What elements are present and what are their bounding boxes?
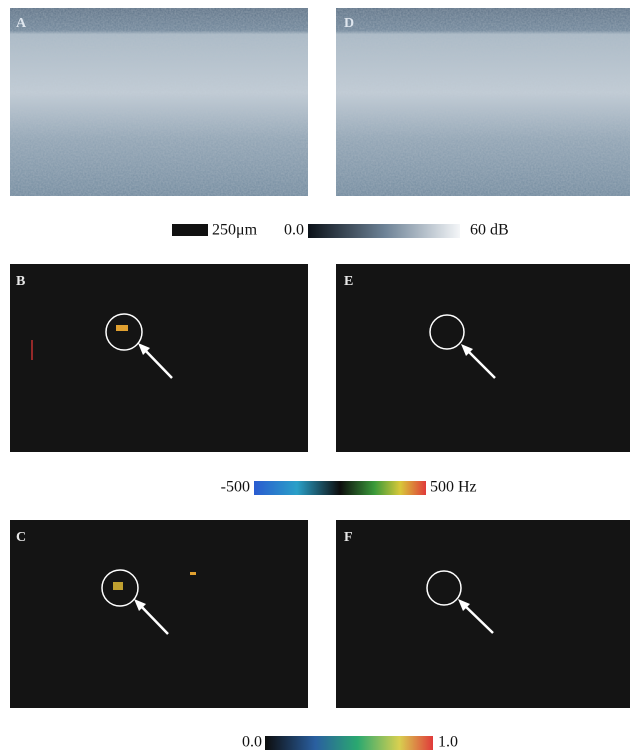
- page: A D 250μm 0.0 60 dB B E -500 500 Hz: [0, 0, 630, 752]
- panel-d: D: [336, 8, 630, 196]
- flow-spot: [116, 325, 128, 331]
- panel-b: B: [10, 264, 308, 452]
- speckle: [10, 8, 308, 196]
- colorbar-max: 1.0: [438, 734, 458, 751]
- panel-label: E: [344, 274, 353, 289]
- panel-c: C: [10, 520, 308, 708]
- panel-a: A: [10, 8, 308, 196]
- colorbar-min: 0.0: [242, 734, 262, 751]
- flow-spot: [113, 582, 123, 590]
- colorbar-min: -500: [221, 479, 250, 496]
- colorbar-max: 500 Hz: [430, 479, 477, 496]
- panel-label: A: [16, 16, 27, 31]
- colorbar-min: 0.0: [284, 222, 304, 239]
- variance-image: [10, 520, 308, 708]
- panel-label: D: [344, 16, 354, 31]
- flow-spot: [190, 572, 196, 575]
- colorbar: [308, 224, 460, 238]
- colorbar-max: 60 dB: [470, 222, 509, 239]
- panel-e: E: [336, 264, 630, 452]
- scale-bar-label: 250μm: [212, 222, 258, 239]
- doppler-image: [10, 264, 308, 452]
- colorbar: [254, 481, 426, 495]
- doppler-image: [336, 264, 630, 452]
- panel-label: F: [344, 530, 353, 545]
- panel-f: F: [336, 520, 630, 708]
- variance-image: [336, 520, 630, 708]
- scale-bar: [172, 224, 208, 236]
- panel-label: B: [16, 274, 25, 289]
- colorbar: [265, 736, 433, 750]
- figure: A D 250μm 0.0 60 dB B E -500 500 Hz: [0, 0, 630, 752]
- panel-label: C: [16, 530, 26, 545]
- speckle: [336, 8, 630, 196]
